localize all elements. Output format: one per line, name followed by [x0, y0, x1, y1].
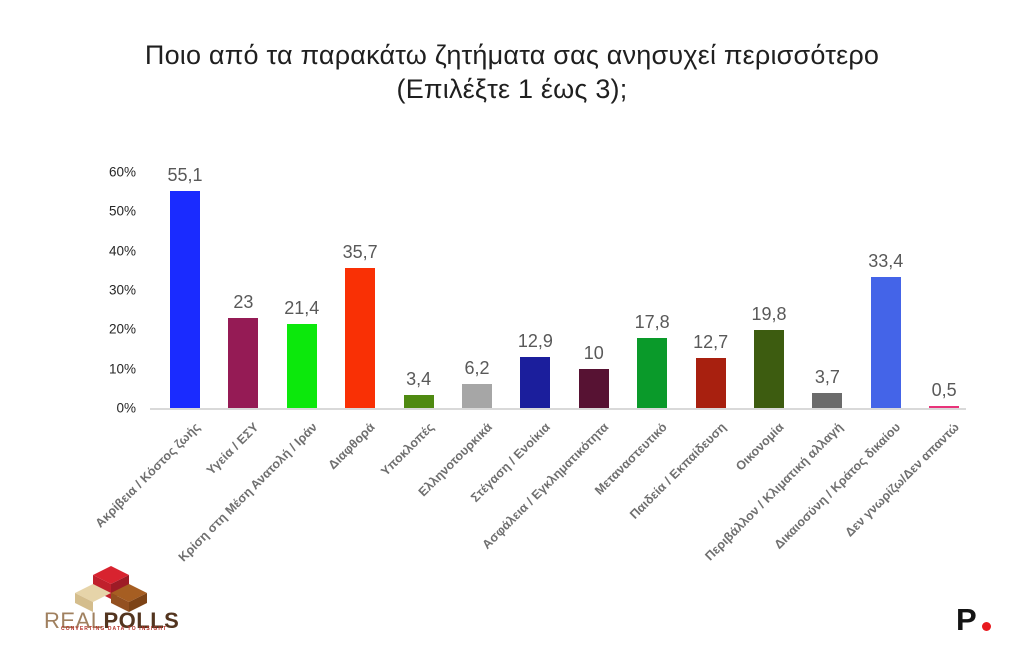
bar-value-label: 6,2	[464, 357, 490, 378]
chart-bar	[695, 358, 726, 408]
chart-bar	[345, 267, 376, 408]
chart-title-line2: (Επιλέξτε 1 έως 3);	[396, 74, 628, 104]
chart-bar	[637, 338, 668, 408]
realpolls-text-polls: POLLS	[103, 608, 180, 633]
publisher-letter: P	[956, 602, 977, 637]
y-tick-label: 30%	[108, 282, 136, 298]
bar-value-label: 12,7	[693, 332, 729, 353]
chart-bar	[462, 383, 492, 408]
y-tick-label: 50%	[108, 203, 136, 219]
bar-value-label: 55,1	[167, 165, 203, 186]
chart-bar	[812, 393, 843, 408]
bar-value-label: 33,4	[868, 250, 904, 271]
bar-value-label: 12,9	[517, 331, 553, 352]
bar-value-label: 3,7	[814, 367, 840, 388]
chart-bar	[578, 368, 609, 408]
chart-bar	[754, 330, 784, 408]
bar-value-label: 23	[233, 291, 254, 312]
bar-value-label: 19,8	[751, 304, 787, 325]
bar-value-label: 21,4	[284, 297, 320, 318]
realpolls-logo: REALPOLLS CONVERTING DATA TO INSIGHT	[44, 566, 184, 640]
y-tick-label: 40%	[108, 243, 136, 259]
bar-value-label: 0,5	[931, 380, 957, 400]
plot-area: 0% 10% 20% 30% 40% 50% 60% 55,1 Ακρίβεια / Κόστο…	[93, 165, 966, 564]
chart-bar	[286, 323, 317, 408]
realpolls-wordmark: REALPOLLS	[44, 608, 179, 634]
bar-value-label: 35,7	[342, 241, 378, 262]
y-tick-label: 10%	[108, 361, 136, 377]
chart-bar	[520, 357, 551, 408]
bar-value-label: 3,4	[406, 368, 432, 389]
chart-bar	[228, 317, 259, 408]
realpolls-text-real: REAL	[44, 608, 104, 633]
chart-bar	[870, 276, 901, 408]
realpolls-cube-icon	[75, 566, 147, 612]
chart-bar	[170, 191, 200, 408]
bar-value-label: 17,8	[634, 312, 670, 332]
chart-title-line1: Ποιο από τα παρακάτω ζητήματα σας ανησυχ…	[144, 40, 880, 70]
chart-title: Ποιο από τα παρακάτω ζητήματα σας ανησυχ…	[0, 38, 1024, 106]
y-tick-label: 20%	[108, 321, 136, 337]
red-dot-icon	[982, 622, 991, 631]
y-tick-label: 0%	[116, 400, 136, 416]
chart-bar	[403, 394, 434, 408]
chart-bar	[929, 406, 960, 408]
bar-value-label: 10	[583, 342, 604, 363]
y-tick-label: 60%	[108, 164, 136, 180]
publisher-logo: P	[956, 602, 1004, 637]
realpolls-tagline: CONVERTING DATA TO INSIGHT	[61, 626, 168, 632]
